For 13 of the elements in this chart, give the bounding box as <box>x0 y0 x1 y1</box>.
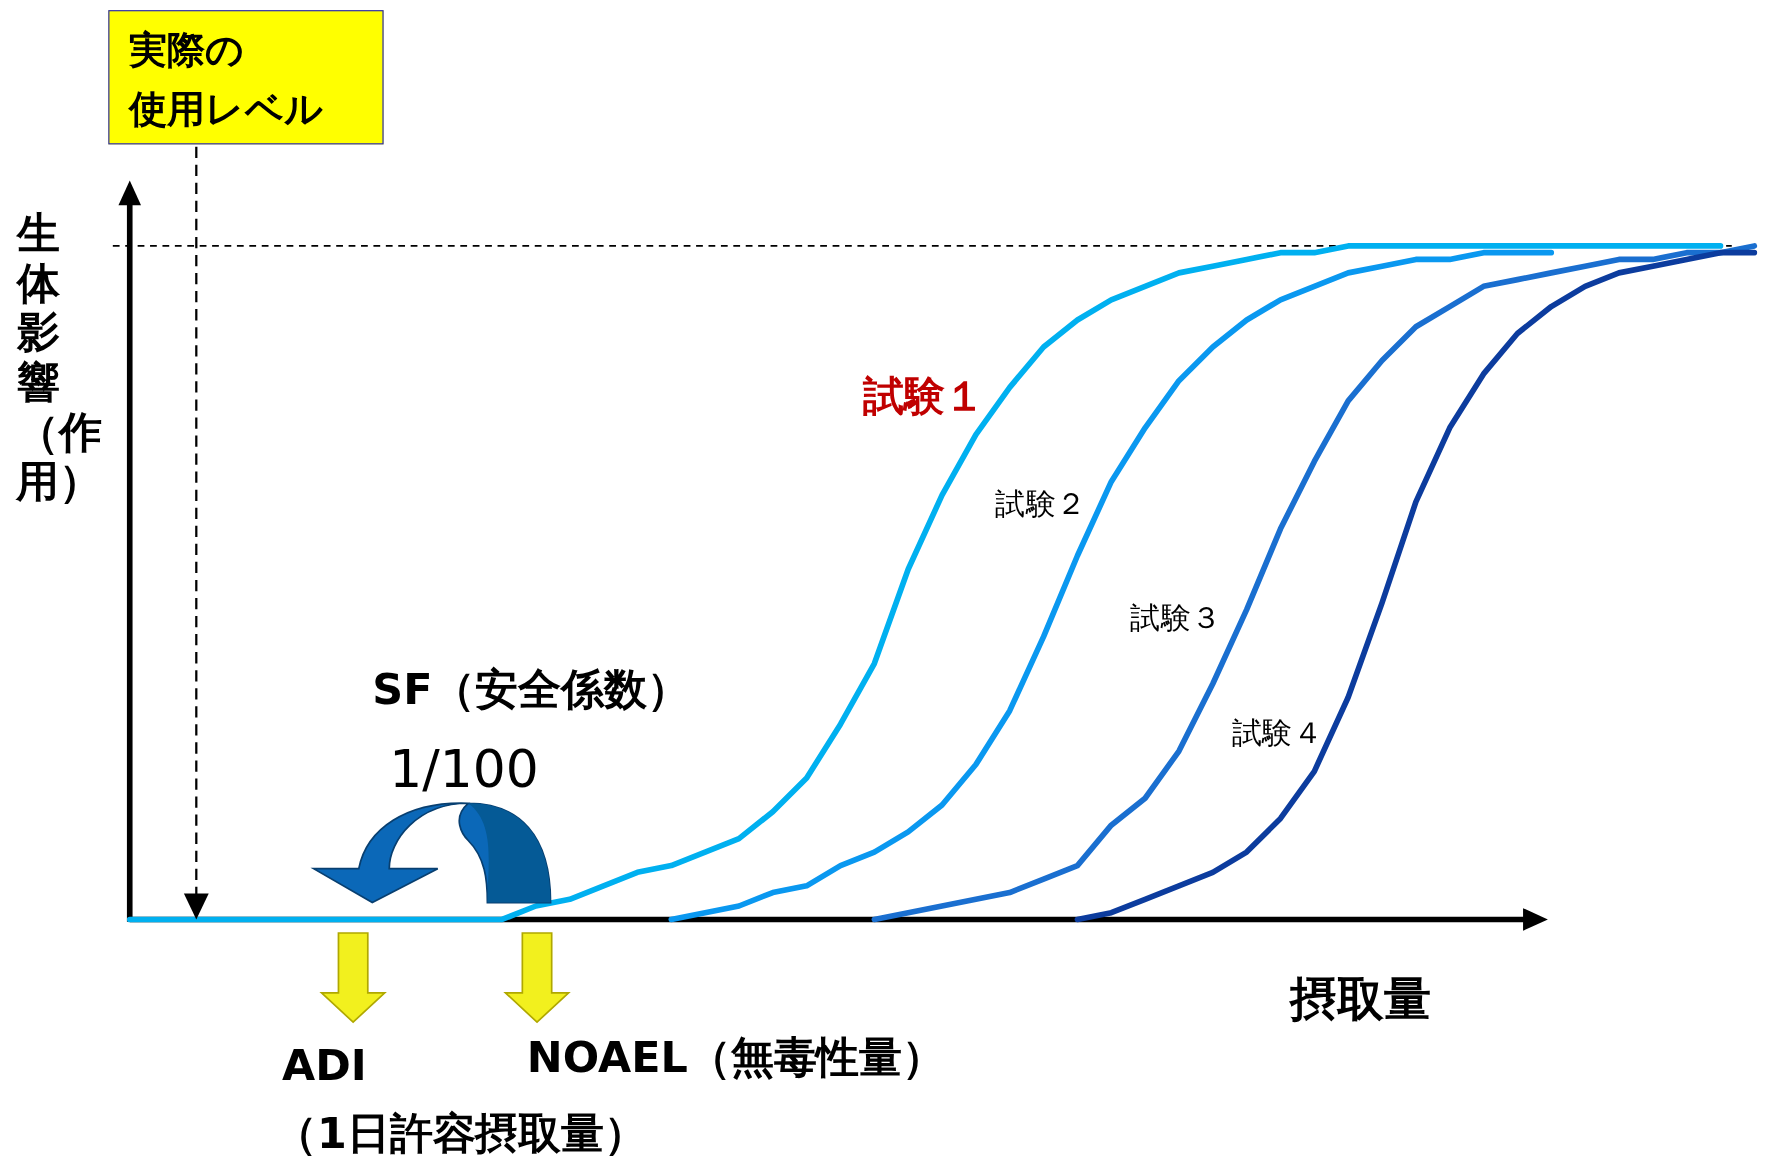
annotation: SF（安全係数） <box>372 663 690 717</box>
y-axis-title: 生体影響（作用） <box>15 208 102 507</box>
annotation: 1/100 <box>389 738 539 800</box>
text: 使用レベル <box>128 84 324 133</box>
text: ADI <box>282 1040 367 1090</box>
series-label: 試験３ <box>1130 599 1222 638</box>
text: 実際の <box>128 26 245 75</box>
text: （1日許容摂取量） <box>274 1108 647 1159</box>
series-label: 試験４ <box>1231 714 1324 752</box>
series-label: 試験２ <box>995 485 1087 524</box>
text: NOAEL（無毒性量） <box>526 1031 946 1084</box>
x-axis-title: 摂取量 <box>1289 970 1432 1029</box>
series-label: 試験１ <box>863 371 985 421</box>
